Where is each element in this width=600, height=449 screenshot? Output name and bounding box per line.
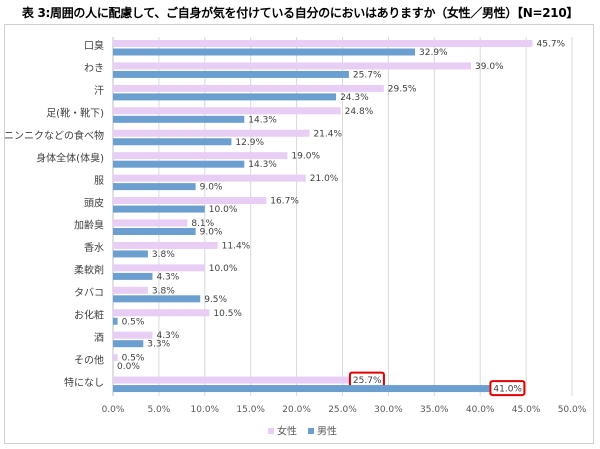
bar-female — [113, 174, 306, 182]
data-label: 21.0% — [310, 174, 339, 184]
bar-female — [113, 241, 218, 249]
bar-male — [113, 340, 144, 348]
data-label: 29.5% — [388, 84, 417, 94]
data-label: 24.8% — [345, 107, 374, 117]
data-label: 25.7% — [353, 376, 382, 386]
bar-male — [113, 160, 245, 168]
bar-female — [113, 219, 188, 227]
chart-frame — [4, 24, 594, 444]
bar-male — [113, 250, 148, 258]
data-label: 16.7% — [270, 197, 299, 207]
bar-male — [113, 228, 196, 235]
category-label: 頭皮 — [84, 196, 104, 209]
category-label: わき — [84, 63, 104, 75]
data-label: 9.5% — [204, 295, 227, 305]
data-label: 3.8% — [152, 286, 175, 296]
bar-male — [113, 385, 490, 393]
bar-male — [113, 205, 205, 213]
bar-male — [113, 317, 118, 325]
data-label: 10.0% — [209, 205, 238, 215]
legend-label: 女性 — [277, 425, 297, 438]
bar-female — [113, 286, 148, 294]
data-label: 19.0% — [291, 152, 320, 162]
data-label: 8.1% — [191, 219, 214, 229]
data-label: 12.9% — [235, 138, 264, 148]
category-label: 身体全体(体臭) — [36, 151, 104, 164]
data-label: 9.0% — [200, 183, 223, 193]
category-label: 加齢臭 — [74, 219, 104, 232]
category-label: その他 — [74, 353, 104, 366]
data-label: 24.3% — [340, 93, 369, 103]
data-label: 0.5% — [122, 317, 145, 327]
bar-female — [113, 129, 310, 137]
data-label: 0.0% — [117, 362, 140, 372]
bar-female — [113, 331, 153, 339]
category-label: 特になし — [64, 377, 104, 389]
x-tick-label: 25.0% — [328, 405, 357, 415]
legend-swatch — [268, 428, 274, 434]
x-tick-label: 35.0% — [420, 405, 449, 415]
category-label: 柔軟剤 — [74, 264, 104, 277]
data-label: 41.0% — [493, 385, 522, 395]
bar-male — [113, 48, 416, 56]
chart-title: 表 3:周囲の人に配慮して、ご自身が気を付けている自分のにおいはありますか（女性… — [21, 6, 579, 20]
data-label: 4.3% — [156, 331, 179, 341]
x-tick-label: 40.0% — [466, 405, 495, 415]
data-label: 4.3% — [156, 272, 179, 282]
data-label: 10.0% — [209, 264, 238, 274]
bar-male — [113, 93, 337, 101]
data-label: 9.0% — [200, 228, 223, 238]
data-label: 21.4% — [313, 129, 342, 139]
data-label: 10.5% — [213, 309, 242, 319]
category-label: 服 — [94, 175, 104, 187]
bar-female — [113, 62, 472, 70]
data-label: 25.7% — [353, 70, 382, 80]
bar-male — [113, 295, 201, 303]
data-label: 11.4% — [222, 241, 251, 251]
category-label: ニンニクなどの食べ物 — [4, 129, 104, 142]
data-label: 32.9% — [419, 48, 448, 58]
x-tick-label: 30.0% — [374, 405, 403, 415]
bar-female — [113, 197, 267, 205]
category-label: 口臭 — [84, 39, 104, 52]
bar-male — [113, 70, 349, 78]
bar-female — [113, 84, 384, 92]
category-label: 汗 — [94, 84, 104, 97]
data-label: 3.8% — [152, 250, 175, 260]
bar-male — [113, 272, 153, 280]
bar-female — [113, 354, 118, 362]
category-label: 香水 — [84, 242, 104, 254]
bar-male — [113, 115, 245, 123]
x-tick-label: 10.0% — [191, 405, 220, 415]
bar-male — [113, 183, 196, 191]
category-label: 足(靴・靴下) — [46, 107, 104, 120]
bar-female — [113, 107, 341, 115]
x-tick-label: 0.0% — [102, 405, 125, 415]
category-label: 酒 — [94, 332, 104, 344]
data-label: 45.7% — [537, 40, 566, 50]
data-label: 14.3% — [248, 115, 277, 125]
x-tick-label: 45.0% — [512, 405, 541, 415]
data-label: 14.3% — [248, 160, 277, 170]
bar-female — [113, 152, 288, 160]
data-label: 39.0% — [475, 62, 504, 72]
category-label: タバコ — [74, 287, 104, 299]
x-tick-label: 5.0% — [147, 405, 170, 415]
bar-female — [113, 309, 210, 317]
highlight-box — [489, 380, 526, 397]
x-tick-label: 20.0% — [282, 405, 311, 415]
bar-male — [113, 138, 232, 146]
bar-female — [113, 376, 349, 384]
x-tick-label: 50.0% — [558, 405, 587, 415]
legend-label: 男性 — [317, 425, 337, 438]
data-label: 3.3% — [147, 340, 170, 350]
category-label: お化粧 — [74, 308, 104, 321]
x-tick-label: 15.0% — [236, 405, 265, 415]
bar-female — [113, 264, 205, 272]
legend-swatch — [308, 428, 314, 434]
data-label: 0.5% — [122, 354, 145, 364]
bar-female — [113, 40, 533, 47]
